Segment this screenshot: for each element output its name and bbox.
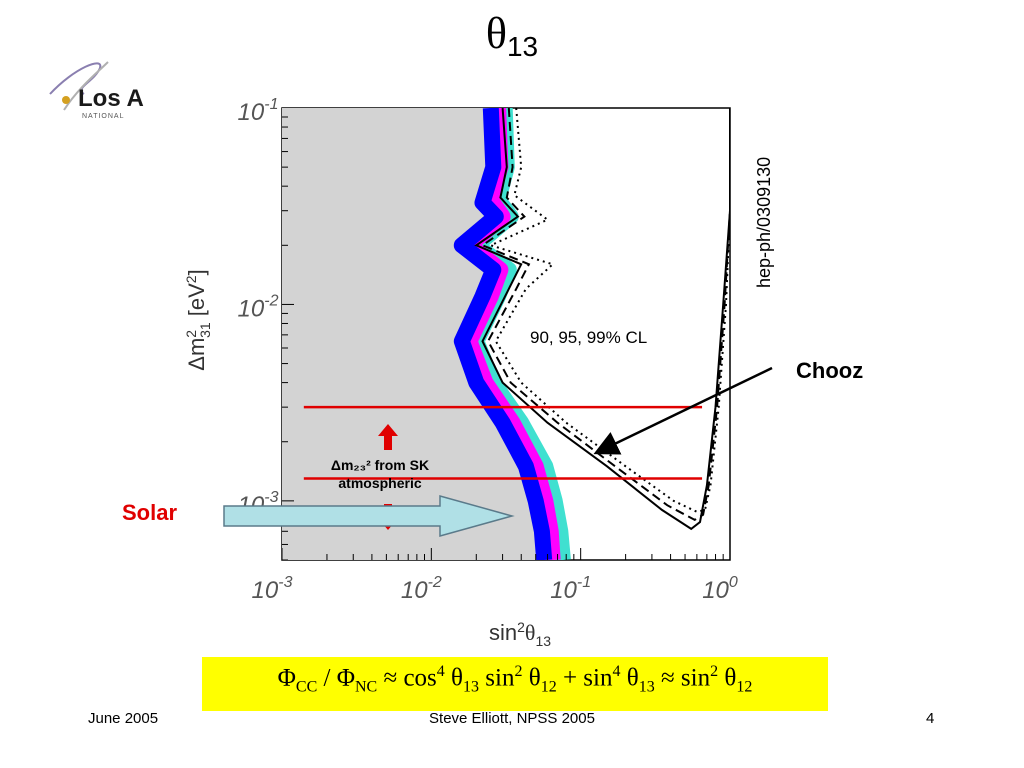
solar-arrow [223, 495, 515, 537]
formula-p4b: 4 [612, 663, 621, 680]
formula-p2b: 2 [710, 663, 719, 680]
formula-approx1: ≈ cos [377, 664, 437, 692]
formula-p4a: 4 [436, 663, 445, 680]
y-tick-label: 10-2 [238, 292, 279, 322]
formula-phi-nc: Φ [336, 664, 355, 692]
x-tick-label: 10-1 [550, 574, 591, 604]
preprint-label: hep-ph/0309130 [754, 157, 774, 288]
y-tick-label: 10-1 [238, 96, 279, 126]
slide-title: θ13 [0, 8, 1024, 63]
bands-layer [453, 108, 571, 560]
limit-curve-dashed [480, 108, 730, 522]
logo-dot-icon [62, 96, 70, 104]
formula-theta13b: θ [620, 664, 639, 692]
formula-box [202, 657, 828, 711]
footer-page-number: 4 [926, 710, 935, 727]
formula-nc: NC [355, 678, 378, 696]
formula-s12b: 12 [736, 678, 753, 696]
formula-phi-cc: Φ [277, 664, 296, 692]
limit-curve-dotted [487, 108, 730, 513]
sk-label-line1: Δm₂₃² from SK [330, 457, 430, 473]
footer-date: June 2005 [88, 710, 159, 727]
formula-p2a: 2 [514, 663, 523, 680]
limit-curve-solid [474, 108, 730, 531]
x-tick-label: 10-2 [401, 574, 442, 604]
formula-cc: CC [295, 678, 318, 696]
solar-label: Solar [122, 500, 178, 525]
formula-s13b: 13 [638, 678, 655, 696]
title-theta: θ [485, 9, 507, 58]
footer-author: Steve Elliott, NPSS 2005 [429, 710, 595, 727]
cl-band-2 [453, 108, 553, 560]
formula-theta12a: θ [522, 664, 541, 692]
formula-theta12b: θ [718, 664, 737, 692]
formula-plus: + sin [556, 664, 613, 692]
formula-theta13a: θ [444, 664, 464, 692]
cl-label: 90, 95, 99% CL [530, 328, 648, 347]
chooz-label: Chooz [796, 358, 864, 383]
x-tick-label: 10-3 [252, 574, 293, 604]
lanl-logo: Los A NATIONAL [49, 61, 144, 120]
formula-sin1: sin [479, 664, 515, 692]
sk-label-line2: atmospheric [338, 475, 422, 491]
formula-s12a: 12 [540, 678, 557, 696]
logo-text: Los A [78, 85, 144, 112]
arrow-up-icon [378, 424, 398, 450]
title-subscript: 13 [506, 31, 539, 62]
formula-approx2: ≈ sin [654, 664, 711, 692]
x-axis-label: sin2θ13 [489, 619, 551, 649]
chooz-pointer [593, 366, 773, 455]
formula-slash: / [317, 664, 337, 692]
logo-subtext: NATIONAL [82, 113, 125, 120]
flux-ratio-formula: ΦCC / ΦNC ≈ cos4 θ13 sin2 θ12 + sin4 θ13… [202, 663, 828, 696]
lines-layer [474, 108, 730, 531]
formula-s13a: 13 [463, 678, 480, 696]
x-tick-label: 100 [702, 574, 738, 604]
sk-label: Δm₂₃² from SK atmospheric [300, 456, 460, 492]
y-axis-label: Δm231 [eV2] [183, 269, 213, 370]
